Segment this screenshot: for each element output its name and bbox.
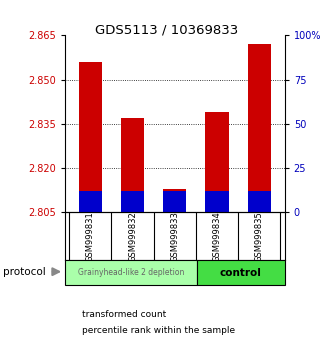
Text: Grainyhead-like 2 depletion: Grainyhead-like 2 depletion [78,268,184,277]
Text: control: control [220,268,262,278]
Bar [248,191,271,212]
Bar [79,191,102,212]
Bar [65,260,197,285]
Bar [121,191,144,212]
Bar [163,189,186,212]
Text: protocol: protocol [3,267,46,277]
Bar [197,260,285,285]
Text: GSM999832: GSM999832 [128,211,137,262]
Text: GSM999833: GSM999833 [170,211,179,262]
Text: GDS5113 / 10369833: GDS5113 / 10369833 [95,23,238,36]
Text: GSM999834: GSM999834 [212,211,221,262]
Bar [163,191,186,212]
Text: transformed count: transformed count [82,310,166,319]
Bar [205,191,229,212]
Text: percentile rank within the sample: percentile rank within the sample [82,326,235,335]
Text: GSM999835: GSM999835 [255,211,264,262]
Bar [205,112,229,212]
Bar [79,62,102,212]
Bar [121,118,144,212]
Text: GSM999831: GSM999831 [86,211,95,262]
Bar [248,44,271,212]
